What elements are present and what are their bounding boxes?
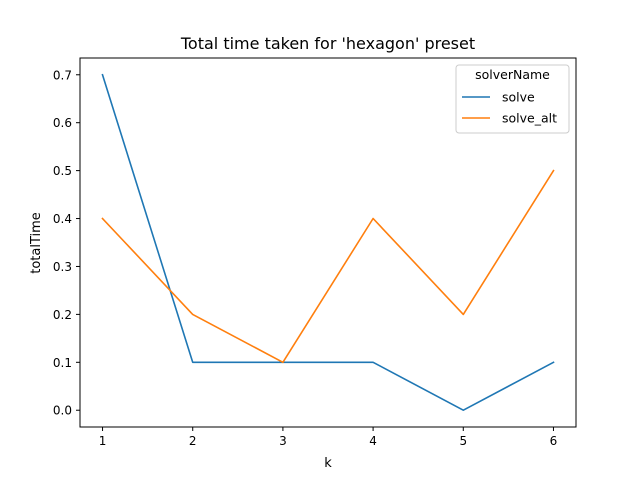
legend-box: [455, 64, 570, 134]
y-axis-label: totalTime: [29, 212, 44, 274]
y-tick-label: 0.4: [53, 212, 72, 226]
series-line-solve: [101, 73, 555, 412]
y-tick-label: 0.0: [53, 404, 72, 418]
y-tick-label: 0.1: [53, 356, 72, 370]
ticks-layer: 1 2 3 4 5 6 0.0 0.1 0.2 0.3 0.4 0.5 0.6 0.7: [53, 68, 557, 448]
x-tick-label: 4: [369, 434, 377, 448]
plot-area-frame: [79, 57, 577, 428]
series-lines: [101, 73, 555, 412]
x-tick-label: 3: [279, 434, 287, 448]
y-tick-label: 0.2: [53, 308, 72, 322]
legend-entry-label: solve: [502, 90, 535, 105]
y-tick-label: 0.5: [53, 164, 72, 178]
chart-title: Total time taken for 'hexagon' preset: [180, 34, 475, 53]
series-line-solve-alt: [101, 169, 555, 364]
x-axis-label: k: [324, 456, 332, 471]
y-tick-label: 0.6: [53, 116, 72, 130]
x-tick-label: 5: [459, 434, 467, 448]
y-tick-label: 0.7: [53, 68, 72, 82]
y-tick-label: 0.3: [53, 260, 72, 274]
x-tick-label: 2: [189, 434, 197, 448]
legend: solverName solve solve_alt: [455, 64, 570, 134]
legend-entries: solve solve_alt: [462, 90, 557, 126]
legend-title: solverName: [475, 67, 550, 82]
x-tick-label: 1: [99, 434, 107, 448]
x-tick-label: 6: [550, 434, 558, 448]
legend-entry-label: solve_alt: [502, 111, 557, 126]
